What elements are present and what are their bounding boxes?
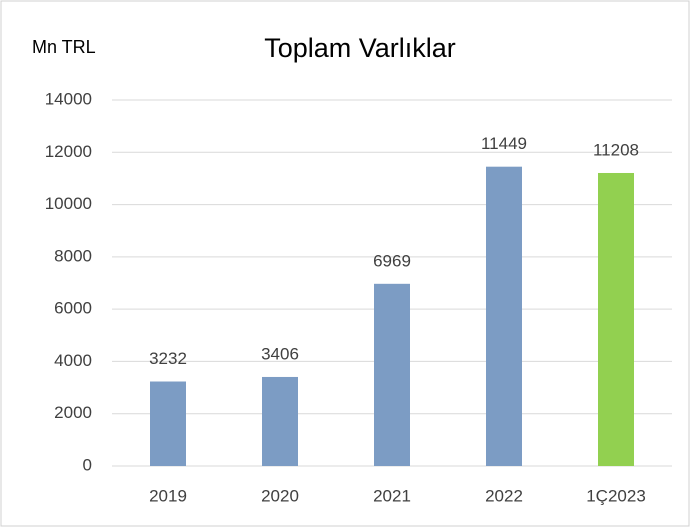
bar xyxy=(150,381,186,466)
y-tick-label: 6000 xyxy=(54,299,92,318)
x-tick-label: 1Ç2023 xyxy=(586,486,646,505)
y-tick-label: 2000 xyxy=(54,403,92,422)
data-label: 3406 xyxy=(261,344,299,363)
x-tick-label: 2022 xyxy=(485,486,523,505)
x-tick-label: 2020 xyxy=(261,486,299,505)
data-label: 6969 xyxy=(373,251,411,270)
y-tick-label: 0 xyxy=(83,455,92,474)
data-label: 11449 xyxy=(481,134,527,153)
bar xyxy=(486,166,522,466)
data-label: 11208 xyxy=(593,140,639,159)
y-tick-label: 4000 xyxy=(54,351,92,370)
y-tick-label: 12000 xyxy=(45,142,92,161)
bar xyxy=(598,172,634,467)
bar xyxy=(374,283,410,466)
y-tick-label: 14000 xyxy=(45,89,92,108)
y-tick-label: 10000 xyxy=(45,194,92,213)
chart-title: Toplam Varlıklar xyxy=(264,33,456,63)
x-tick-label: 2019 xyxy=(149,486,187,505)
bar xyxy=(262,376,298,466)
y-tick-label: 8000 xyxy=(54,246,92,265)
y-axis-label: Mn TRL xyxy=(32,37,96,57)
data-label: 3232 xyxy=(149,349,187,368)
x-tick-label: 2021 xyxy=(373,486,411,505)
